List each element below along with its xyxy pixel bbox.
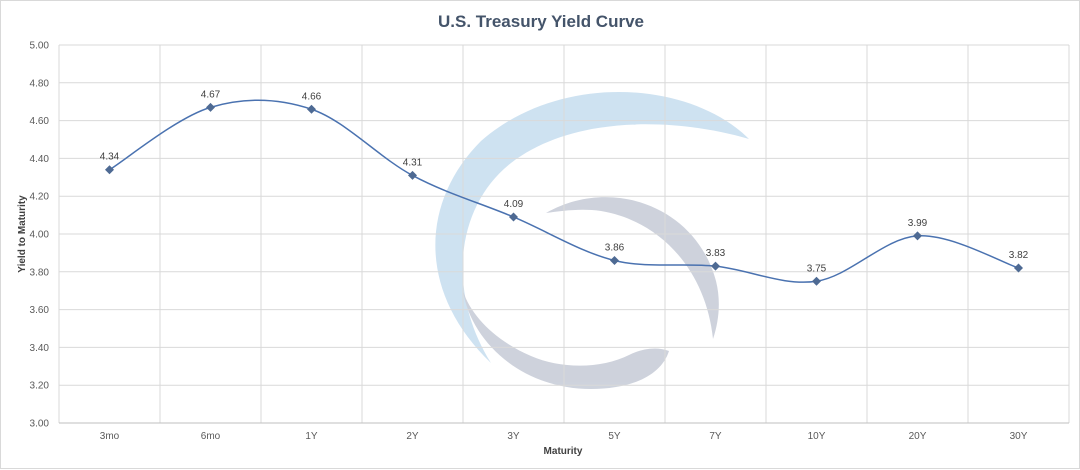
data-label: 3.86 bbox=[605, 242, 625, 253]
y-tick-label: 5.00 bbox=[30, 41, 50, 52]
series-line bbox=[109, 99, 1019, 283]
y-tick-label: 3.60 bbox=[30, 305, 50, 316]
data-point-marker bbox=[105, 165, 114, 175]
x-tick-label: 6mo bbox=[201, 431, 221, 442]
y-tick-label: 4.80 bbox=[30, 78, 50, 89]
y-tick-label: 3.20 bbox=[30, 381, 50, 392]
data-label: 3.99 bbox=[908, 218, 928, 229]
data-point-marker bbox=[1014, 263, 1023, 273]
y-tick-label: 3.00 bbox=[30, 419, 50, 430]
x-tick-label: 7Y bbox=[709, 431, 722, 442]
data-label: 4.66 bbox=[302, 91, 322, 102]
gridlines bbox=[58, 44, 1070, 423]
x-tick-label: 3mo bbox=[100, 431, 120, 442]
data-point-marker bbox=[206, 102, 215, 112]
data-labels: 4.34 4.67 4.66 4.31 4.09 3.86 3.83 3.75 3.99 3.82 bbox=[100, 89, 1029, 274]
data-point-marker bbox=[913, 231, 922, 241]
watermark-bottom-arc bbox=[463, 291, 669, 389]
y-tick-label: 3.40 bbox=[30, 343, 50, 354]
x-tick-label: 10Y bbox=[808, 431, 826, 442]
x-tick-label: 3Y bbox=[507, 431, 520, 442]
y-tick-label: 4.00 bbox=[30, 230, 50, 241]
x-tick-label: 5Y bbox=[608, 431, 621, 442]
series-markers bbox=[105, 102, 1023, 286]
x-axis-title: Maturity bbox=[544, 446, 583, 457]
y-tick-label: 4.60 bbox=[30, 116, 50, 127]
y-tick-label: 3.80 bbox=[30, 267, 50, 278]
data-label: 4.67 bbox=[201, 89, 221, 100]
series-yield bbox=[109, 99, 1019, 283]
data-label: 3.82 bbox=[1009, 250, 1029, 261]
data-label: 3.75 bbox=[807, 263, 827, 274]
data-label: 4.31 bbox=[403, 157, 423, 168]
y-tick-label: 4.40 bbox=[30, 154, 50, 165]
watermark-logo bbox=[435, 91, 749, 389]
y-tick-label: 4.20 bbox=[30, 192, 50, 203]
data-point-marker bbox=[307, 104, 316, 114]
data-point-marker bbox=[711, 261, 720, 271]
data-label: 3.83 bbox=[706, 248, 726, 259]
x-tick-label: 2Y bbox=[406, 431, 419, 442]
watermark-inner-arc bbox=[546, 197, 719, 339]
x-tick-label: 20Y bbox=[909, 431, 927, 442]
y-axis-title: Yield to Maturity bbox=[17, 195, 28, 273]
x-tick-label: 1Y bbox=[305, 431, 318, 442]
data-point-marker bbox=[509, 212, 518, 222]
data-point-marker bbox=[408, 170, 417, 180]
chart-title: U.S. Treasury Yield Curve bbox=[438, 12, 644, 31]
data-point-marker bbox=[812, 276, 821, 286]
data-point-marker bbox=[610, 255, 619, 265]
axes: 3.00 3.20 3.40 3.60 3.80 4.00 4.20 4.40 4.60 4.80… bbox=[30, 41, 1069, 442]
watermark-outer-arc bbox=[435, 91, 749, 363]
data-label: 4.09 bbox=[504, 199, 524, 210]
data-label: 4.34 bbox=[100, 152, 120, 163]
x-tick-label: 30Y bbox=[1010, 431, 1028, 442]
